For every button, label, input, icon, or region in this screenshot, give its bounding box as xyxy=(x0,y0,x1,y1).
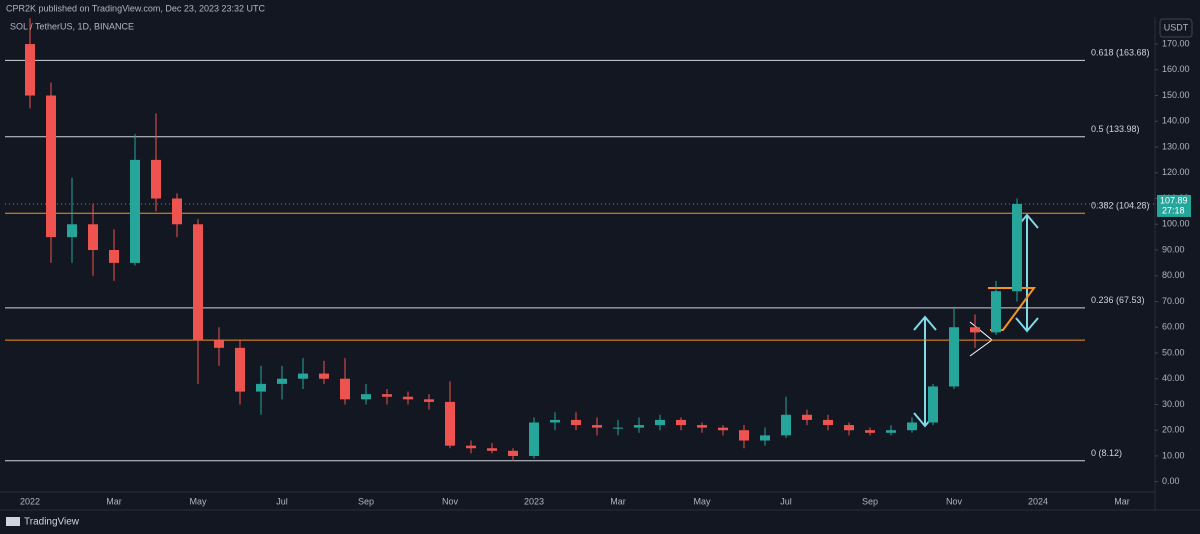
x-tick-label: 2022 xyxy=(20,496,40,506)
candle-body xyxy=(844,425,854,431)
x-tick-label: 2023 xyxy=(524,496,544,506)
y-tick-label: 160.00 xyxy=(1162,64,1190,74)
candle-body xyxy=(1012,203,1022,292)
last-price-box xyxy=(1157,194,1191,217)
y-tick-label: 30.00 xyxy=(1162,399,1185,409)
candle-body xyxy=(340,378,350,400)
candle-body xyxy=(970,327,980,333)
y-tick-label: 0.00 xyxy=(1162,476,1180,486)
logo xyxy=(6,517,20,526)
x-tick-label: May xyxy=(189,496,207,506)
last-price: 107.89 xyxy=(1160,195,1188,205)
level-label: 0 (8.12) xyxy=(1091,448,1122,458)
candle-body xyxy=(298,373,308,379)
y-tick-label: 90.00 xyxy=(1162,244,1185,254)
candle-body xyxy=(655,419,665,426)
candle-body xyxy=(424,399,434,402)
candle-body xyxy=(676,419,686,426)
candle-body xyxy=(25,44,35,96)
x-tick-label: Mar xyxy=(106,496,122,506)
x-tick-label: Jul xyxy=(780,496,792,506)
candle-body xyxy=(802,414,812,420)
y-tick-label: 40.00 xyxy=(1162,373,1185,383)
y-tick-label: 150.00 xyxy=(1162,90,1190,100)
candle-body xyxy=(928,386,938,423)
candle-body xyxy=(277,378,287,384)
y-tick-label: 170.00 xyxy=(1162,38,1190,48)
candle-body xyxy=(634,425,644,428)
currency-box xyxy=(1159,18,1193,38)
candle-body xyxy=(697,425,707,428)
candle-body xyxy=(760,435,770,441)
candle-body xyxy=(592,425,602,428)
x-tick-label: Nov xyxy=(946,496,963,506)
level-label: 0.382 (104.28) xyxy=(1091,201,1150,211)
candle-body xyxy=(466,445,476,449)
y-tick-label: 80.00 xyxy=(1162,270,1185,280)
candle-body xyxy=(991,291,1001,333)
candle-body xyxy=(109,250,119,263)
candle-body xyxy=(361,394,371,400)
candle-body xyxy=(382,394,392,397)
y-tick-label: 140.00 xyxy=(1162,116,1190,126)
candle-body xyxy=(46,95,56,238)
y-tick-label: 10.00 xyxy=(1162,450,1185,460)
candle-body xyxy=(886,430,896,433)
candle-body xyxy=(445,401,455,446)
candle-body xyxy=(403,396,413,400)
candle-body xyxy=(739,430,749,441)
level-label: 0.5 (133.98) xyxy=(1091,124,1140,134)
candle-body xyxy=(823,419,833,426)
candle-body xyxy=(172,198,182,225)
y-tick-label: 70.00 xyxy=(1162,296,1185,306)
countdown: 27:18 xyxy=(1162,205,1185,215)
candle-body xyxy=(214,340,224,348)
chart-title: SOL / TetherUS, 1D, BINANCE xyxy=(10,21,134,31)
candle-body xyxy=(508,450,518,456)
candle-body xyxy=(151,159,161,199)
y-tick-label: 20.00 xyxy=(1162,425,1185,435)
x-tick-label: Sep xyxy=(862,496,878,506)
candle-body xyxy=(487,448,497,451)
candle-body xyxy=(865,430,875,433)
candle-body xyxy=(235,347,245,392)
y-tick-label: 130.00 xyxy=(1162,141,1190,151)
currency: USDT xyxy=(1164,22,1189,32)
x-tick-label: May xyxy=(693,496,711,506)
x-tick-label: Sep xyxy=(358,496,374,506)
y-tick-label: 120.00 xyxy=(1162,167,1190,177)
x-tick-label: Nov xyxy=(442,496,459,506)
y-tick-label: 60.00 xyxy=(1162,322,1185,332)
y-tick-label: 50.00 xyxy=(1162,347,1185,357)
x-tick-label: Mar xyxy=(1114,496,1130,506)
level-label: 0.618 (163.68) xyxy=(1091,48,1150,58)
candle-body xyxy=(718,427,728,431)
x-tick-label: Jul xyxy=(276,496,288,506)
candle-body xyxy=(781,414,791,436)
header: CPR2K published on TradingView.com, Dec … xyxy=(6,3,265,13)
level-label: 0.236 (67.53) xyxy=(1091,295,1145,305)
candle-body xyxy=(130,159,140,263)
candle-body xyxy=(67,224,77,238)
candle-body xyxy=(550,419,560,423)
candle-body xyxy=(88,224,98,250)
y-tick-label: 100.00 xyxy=(1162,219,1190,229)
footer: TradingView xyxy=(24,517,80,528)
x-tick-label: Mar xyxy=(610,496,626,506)
candle-body xyxy=(949,327,959,387)
candle-body xyxy=(907,422,917,431)
candle-body xyxy=(256,383,266,392)
candle-body xyxy=(193,224,203,341)
candle-body xyxy=(571,419,581,426)
candle-body xyxy=(613,427,623,429)
candle-body xyxy=(319,373,329,379)
x-tick-label: 2024 xyxy=(1028,496,1048,506)
candle-body xyxy=(529,422,539,456)
